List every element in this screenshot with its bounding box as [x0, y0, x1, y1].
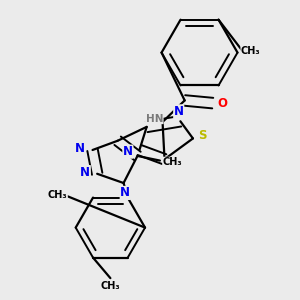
Text: CH₃: CH₃: [48, 190, 67, 200]
Text: HN: HN: [146, 114, 163, 124]
Text: N: N: [120, 186, 130, 200]
Text: O: O: [217, 97, 227, 110]
Text: N: N: [75, 142, 85, 155]
Text: N: N: [80, 166, 90, 178]
Text: CH₃: CH₃: [241, 46, 260, 56]
Text: CH₃: CH₃: [100, 281, 120, 291]
Text: S: S: [199, 129, 207, 142]
Text: N: N: [174, 105, 184, 118]
Text: N: N: [123, 145, 133, 158]
Text: CH₃: CH₃: [163, 157, 182, 167]
